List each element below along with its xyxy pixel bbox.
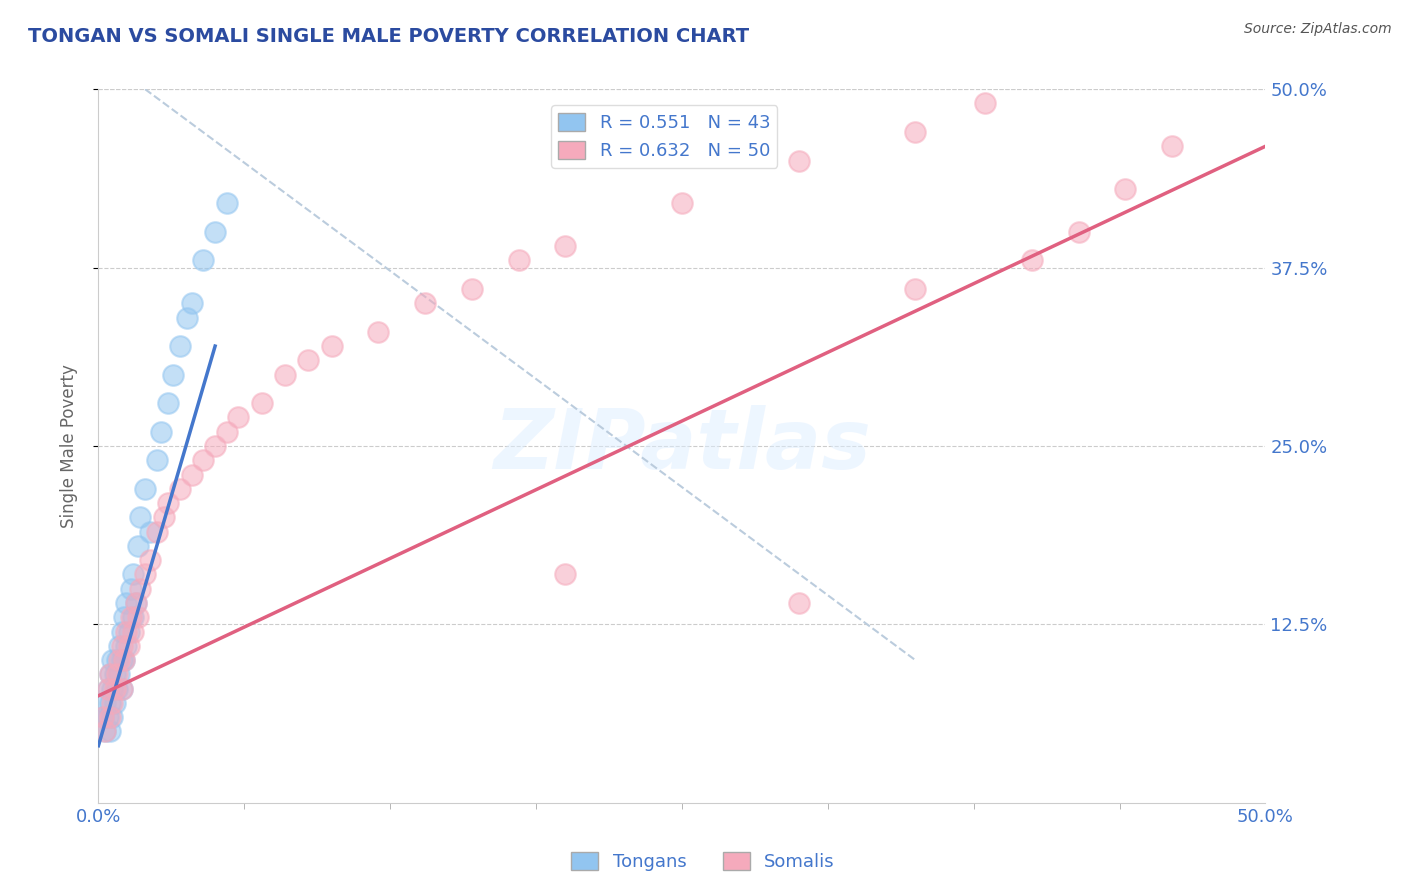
Point (554, 567, 576, 582)
Point (146, 524, 169, 539)
Point (101, 681, 124, 696)
Point (180, 467, 202, 482)
Point (157, 396, 180, 410)
Point (129, 582, 152, 596)
Point (367, 325, 389, 339)
Point (1161, 139, 1184, 153)
Point (413, 296, 436, 310)
Point (105, 681, 128, 696)
Point (274, 368, 297, 382)
Point (193, 253, 215, 268)
Point (122, 567, 145, 582)
Point (104, 667, 127, 681)
Point (91, 710, 114, 724)
Point (115, 624, 138, 639)
Point (127, 539, 149, 553)
Point (787, 153, 810, 168)
Point (180, 296, 202, 310)
Point (228, 410, 250, 425)
Point (98, 667, 121, 681)
Point (94, 724, 117, 739)
Point (104, 681, 127, 696)
Point (215, 425, 238, 439)
Point (101, 696, 124, 710)
Point (134, 567, 156, 582)
Point (108, 639, 131, 653)
Point (129, 510, 152, 524)
Point (115, 639, 138, 653)
Point (204, 439, 226, 453)
Point (122, 610, 145, 624)
Point (111, 624, 134, 639)
Point (111, 653, 134, 667)
Point (105, 667, 128, 681)
Point (297, 353, 319, 368)
Point (904, 282, 927, 296)
Point (169, 339, 191, 353)
Y-axis label: Single Male Poverty: Single Male Poverty (59, 364, 77, 528)
Point (111, 639, 134, 653)
Point (134, 482, 156, 496)
Point (112, 653, 135, 667)
Point (111, 681, 134, 696)
Point (97, 681, 120, 696)
Point (98, 667, 121, 681)
Point (97, 681, 120, 696)
Point (91, 710, 114, 724)
Point (115, 596, 138, 610)
Text: Source: ZipAtlas.com: Source: ZipAtlas.com (1244, 22, 1392, 37)
Point (139, 553, 162, 567)
Point (1067, 225, 1090, 239)
Point (98, 710, 121, 724)
Point (321, 339, 343, 353)
Point (108, 653, 131, 667)
Point (204, 225, 226, 239)
Point (101, 653, 124, 667)
Point (125, 596, 148, 610)
Point (787, 596, 810, 610)
Legend: Tongans, Somalis: Tongans, Somalis (564, 845, 842, 879)
Point (104, 696, 127, 710)
Point (250, 396, 273, 410)
Point (112, 653, 135, 667)
Point (904, 125, 927, 139)
Point (162, 368, 184, 382)
Point (94, 696, 117, 710)
Point (1114, 182, 1136, 196)
Point (118, 624, 141, 639)
Point (122, 624, 145, 639)
Point (118, 639, 141, 653)
Point (139, 524, 162, 539)
Point (111, 681, 134, 696)
Point (215, 196, 238, 211)
Point (157, 496, 180, 510)
Text: ZIPatlas: ZIPatlas (494, 406, 870, 486)
Point (120, 610, 142, 624)
Point (125, 596, 148, 610)
Point (974, 96, 997, 111)
Point (108, 667, 131, 681)
Point (127, 610, 149, 624)
Point (671, 196, 693, 211)
Point (461, 282, 484, 296)
Point (105, 653, 128, 667)
Point (98, 696, 121, 710)
Legend: R = 0.551   N = 43, R = 0.632   N = 50: R = 0.551 N = 43, R = 0.632 N = 50 (551, 105, 778, 168)
Text: TONGAN VS SOMALI SINGLE MALE POVERTY CORRELATION CHART: TONGAN VS SOMALI SINGLE MALE POVERTY COR… (28, 27, 749, 45)
Point (554, 239, 576, 253)
Point (97, 710, 120, 724)
Point (150, 425, 173, 439)
Point (120, 582, 142, 596)
Point (94, 724, 117, 739)
Point (508, 253, 530, 268)
Point (152, 510, 174, 524)
Point (1021, 253, 1043, 268)
Point (169, 482, 191, 496)
Point (101, 710, 124, 724)
Point (112, 610, 135, 624)
Point (193, 453, 215, 467)
Point (98, 724, 121, 739)
Point (146, 453, 169, 467)
Point (176, 310, 198, 325)
